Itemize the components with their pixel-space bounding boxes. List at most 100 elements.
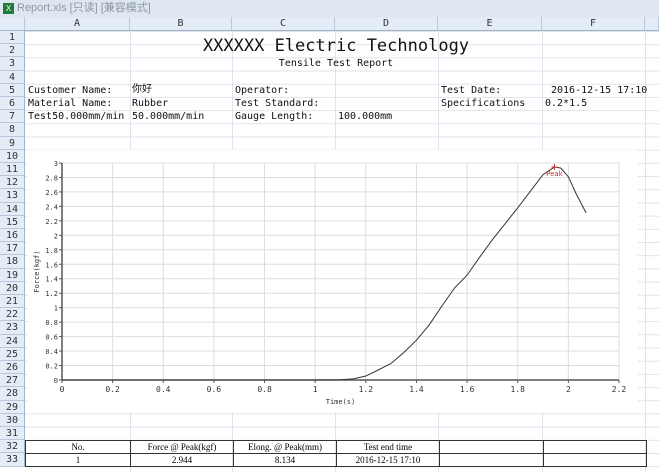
x-tick-label: 0.2 <box>105 385 120 394</box>
row-header-10[interactable]: 10 <box>0 149 25 163</box>
row-header-16[interactable]: 16 <box>0 229 25 243</box>
report-title: XXXXXX Electric Technology <box>202 36 470 56</box>
report-subtitle: Tensile Test Report <box>278 58 394 69</box>
row-header-21[interactable]: 21 <box>0 295 25 309</box>
row-header-30[interactable]: 30 <box>0 413 25 427</box>
operator-label: Operator: <box>235 85 290 96</box>
row-header-33[interactable]: 33 <box>0 453 25 467</box>
y-tick-label: 1.4 <box>45 276 58 284</box>
row-header-27[interactable]: 27 <box>0 374 25 388</box>
row-header-26[interactable]: 26 <box>0 361 25 375</box>
x-tick-label: 1.6 <box>460 385 475 394</box>
select-all-corner[interactable] <box>0 17 25 31</box>
header-test-end-time: Test end time <box>336 440 440 454</box>
row-header-1[interactable]: 1 <box>0 31 25 45</box>
column-header-F[interactable]: F <box>542 17 645 31</box>
row-header-17[interactable]: 17 <box>0 242 25 256</box>
x-tick-label: 2 <box>566 385 571 394</box>
x-tick-label: 0.8 <box>257 385 272 394</box>
customer-value: 你好 <box>132 84 152 95</box>
y-tick-label: 0.2 <box>45 363 58 371</box>
x-tick-label: 2.2 <box>612 385 627 394</box>
row-header-12[interactable]: 12 <box>0 176 25 190</box>
header-no: No. <box>25 440 131 454</box>
row-header-5[interactable]: 5 <box>0 83 25 97</box>
results-table: No. Force @ Peak(kgf) Elong. @ Peak(mm) … <box>25 440 647 467</box>
speed-value: 50.000mm/min <box>132 111 205 122</box>
material-value: Rubber <box>132 98 169 109</box>
row-header-15[interactable]: 15 <box>0 215 25 229</box>
cell-empty-e <box>439 453 544 467</box>
plot-area <box>61 162 620 381</box>
y-tick-label: 2.8 <box>45 174 58 182</box>
column-header-C[interactable]: C <box>232 17 335 31</box>
y-tick-label: 1 <box>54 305 58 313</box>
material-label: Material Name: <box>28 98 113 109</box>
column-header-E[interactable]: E <box>438 17 542 31</box>
y-tick-label: 0.8 <box>45 319 58 327</box>
row-header-22[interactable]: 22 <box>0 308 25 322</box>
y-tick-label: 0.4 <box>45 348 58 356</box>
y-tick-label: 2 <box>54 232 58 240</box>
row-header-19[interactable]: 19 <box>0 268 25 282</box>
column-header-D[interactable]: D <box>335 17 438 31</box>
x-tick-label: 1.2 <box>359 385 374 394</box>
cell-force-peak: 2.944 <box>130 453 234 467</box>
speed-label: Test50.000mm/min <box>28 111 125 122</box>
row-header-2[interactable]: 2 <box>0 44 25 58</box>
row-header-11[interactable]: 11 <box>0 163 25 177</box>
x-tick-label: 1.4 <box>409 385 424 394</box>
row-header-13[interactable]: 13 <box>0 189 25 203</box>
y-tick-label: 2.6 <box>45 189 58 197</box>
row-header-9[interactable]: 9 <box>0 136 25 150</box>
row-header-14[interactable]: 14 <box>0 202 25 216</box>
column-header-B[interactable]: B <box>130 17 232 31</box>
x-tick-label: 0.6 <box>207 385 222 394</box>
excel-file-icon: X <box>3 3 14 14</box>
force-time-chart[interactable]: 0 0.2 0.4 0.6 0.8 1 1.2 1.4 1.6 1.8 2 2.2 0 0.2 0.4 0.6… <box>28 150 638 412</box>
cell-elong-peak: 8.134 <box>233 453 337 467</box>
x-tick-label: 0.4 <box>156 385 171 394</box>
gridline <box>645 31 646 472</box>
spec-label: Specifications <box>441 98 526 109</box>
row-header-23[interactable]: 23 <box>0 321 25 335</box>
y-axis-label: Force(kgf) <box>33 250 41 292</box>
x-tick-label: 1.8 <box>511 385 526 394</box>
gauge-label: Gauge Length: <box>235 111 314 122</box>
row-header-6[interactable]: 6 <box>0 97 25 111</box>
row-header-8[interactable]: 8 <box>0 123 25 137</box>
header-elong-peak: Elong. @ Peak(mm) <box>233 440 337 454</box>
spec-value: 0.2*1.5 <box>545 98 588 109</box>
row-header-7[interactable]: 7 <box>0 110 25 124</box>
row-header-20[interactable]: 20 <box>0 281 25 295</box>
test-date-value: 2016-12-15 17:10 <box>551 85 648 96</box>
row-header-32[interactable]: 32 <box>0 440 25 454</box>
x-tick-label: 1 <box>313 385 318 394</box>
customer-label: Customer Name: <box>28 85 113 96</box>
y-tick-label: 0.6 <box>45 334 58 342</box>
row-header-3[interactable]: 3 <box>0 57 25 71</box>
row-header-18[interactable]: 18 <box>0 255 25 269</box>
row-header-25[interactable]: 25 <box>0 347 25 361</box>
cell-no: 1 <box>25 453 131 467</box>
cell-test-end-time: 2016-12-15 17:10 <box>336 453 440 467</box>
results-header-row: No. Force @ Peak(kgf) Elong. @ Peak(mm) … <box>25 440 647 454</box>
column-header-g[interactable] <box>645 17 659 31</box>
column-header-A[interactable]: A <box>25 17 130 31</box>
header-force-peak: Force @ Peak(kgf) <box>130 440 234 454</box>
row-header-24[interactable]: 24 <box>0 334 25 348</box>
y-tick-label: 2.2 <box>45 218 58 226</box>
row-header-31[interactable]: 31 <box>0 427 25 441</box>
header-empty-f <box>543 440 647 454</box>
peak-label: Peak <box>546 170 564 178</box>
row-header-28[interactable]: 28 <box>0 387 25 401</box>
y-tick-label: 0 <box>54 377 58 385</box>
y-tick-label: 1.2 <box>45 290 58 298</box>
header-empty-e <box>439 440 544 454</box>
row-header-4[interactable]: 4 <box>0 70 25 84</box>
y-tick-label: 2.4 <box>45 203 58 211</box>
x-axis-label: Time(s) <box>326 398 356 406</box>
row-header-29[interactable]: 29 <box>0 400 25 414</box>
standard-label: Test Standard: <box>235 98 320 109</box>
x-tick-label: 0 <box>60 385 65 394</box>
